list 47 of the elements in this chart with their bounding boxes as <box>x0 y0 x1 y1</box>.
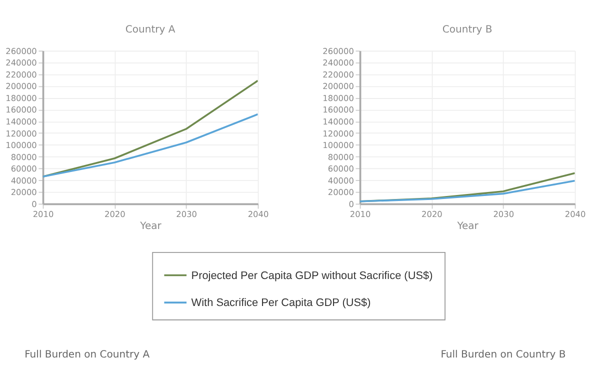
y-tick-label: 80000 <box>10 152 37 162</box>
x-tick-label: 2010 <box>350 208 371 219</box>
text: Full Burden on Country B <box>440 350 566 361</box>
x-tick-label: 2020 <box>422 208 442 219</box>
x-axis-title: Year <box>139 220 162 232</box>
y-tick-label: 40000 <box>328 175 354 186</box>
y-tick-label: 180000 <box>322 92 354 103</box>
y-tick-label: 80000 <box>328 152 354 162</box>
chart-title: Country B <box>442 24 492 36</box>
text: Full Burden on Country A <box>24 350 150 361</box>
y-tick-label: 260000 <box>6 46 37 56</box>
y-tick-label: 0 <box>348 198 354 209</box>
x-tick-label: 2030 <box>176 208 198 219</box>
x-tick-label: 2030 <box>493 208 514 219</box>
y-tick-label: 260000 <box>322 46 354 56</box>
y-tick-label: 60000 <box>10 164 37 174</box>
y-tick-label: 160000 <box>6 104 37 115</box>
y-tick-label: 20000 <box>10 187 37 198</box>
y-tick-label: 160000 <box>322 104 354 115</box>
x-axis-title: Year <box>456 220 480 232</box>
y-tick-label: 40000 <box>10 175 37 186</box>
y-tick-label: 100000 <box>322 140 354 150</box>
y-tick-label: 200000 <box>322 81 354 92</box>
x-tick-label: 2020 <box>104 208 126 219</box>
x-tick-label: 2040 <box>248 208 269 219</box>
line-series <box>42 80 258 178</box>
line-series <box>360 180 575 202</box>
y-tick-label: 120000 <box>322 128 354 138</box>
y-tick-label: 20000 <box>328 187 354 198</box>
y-tick-label: 140000 <box>6 116 37 126</box>
y-tick-label: 60000 <box>328 164 354 174</box>
y-tick-label: 180000 <box>6 92 37 103</box>
y-tick-label: 0 <box>32 198 37 209</box>
y-tick-label: 200000 <box>6 81 37 92</box>
y-tick-label: 240000 <box>6 58 37 68</box>
x-tick-label: 2040 <box>564 208 586 219</box>
y-tick-label: 220000 <box>322 69 354 80</box>
y-tick-label: 100000 <box>6 140 37 150</box>
y-tick-label: 220000 <box>6 69 37 80</box>
y-tick-label: 240000 <box>322 58 354 68</box>
y-tick-label: 140000 <box>322 116 354 126</box>
legend-label: Projected Per Capita GDP without Sacrifice (US$) <box>191 270 433 282</box>
line-series <box>42 113 258 178</box>
chart-title: Country A <box>125 24 176 36</box>
x-tick-label: 2010 <box>32 208 54 219</box>
y-tick-label: 120000 <box>6 128 37 138</box>
legend-label: With Sacrifice Per Capita GDP (US$) <box>191 297 371 310</box>
